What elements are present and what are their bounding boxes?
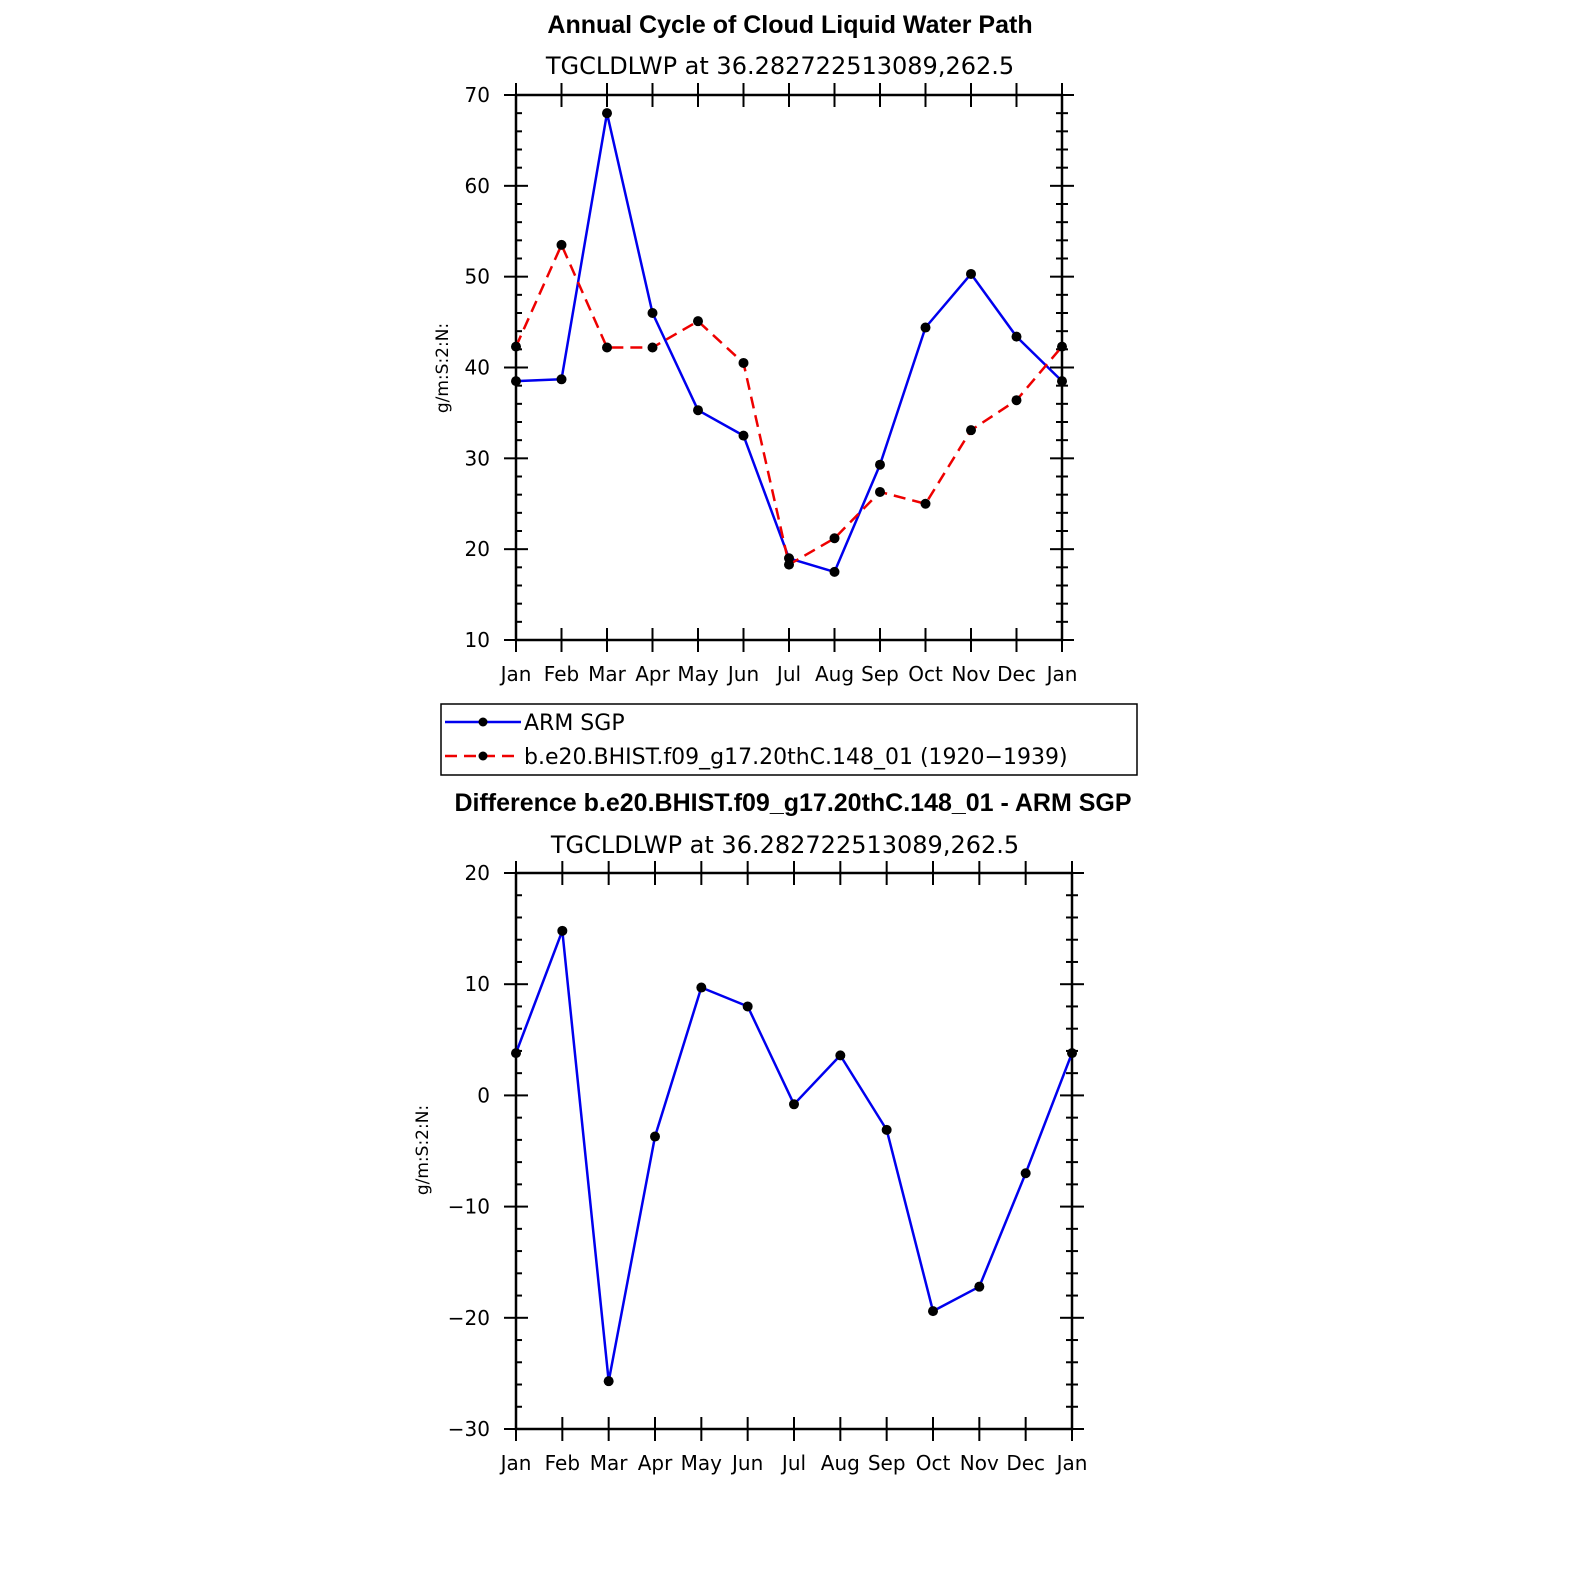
series-1-point xyxy=(784,559,794,570)
series-0-point xyxy=(974,1281,985,1292)
series-1-point xyxy=(1011,395,1022,406)
series-0-point xyxy=(1011,331,1022,342)
x-tick-label: Aug xyxy=(815,662,854,686)
y-tick-label: −30 xyxy=(448,1417,490,1441)
series-0-point xyxy=(829,566,840,577)
chart-subtitle: TGCLDLWP at 36.282722513089,262.5 xyxy=(545,52,1014,80)
series-1-point xyxy=(602,342,612,353)
x-tick-label: Aug xyxy=(821,1451,860,1475)
x-tick-label: Jan xyxy=(499,662,532,686)
x-tick-label: Apr xyxy=(638,1451,673,1475)
series-0-point xyxy=(693,405,703,416)
x-tick-label: Nov xyxy=(951,662,990,686)
series-0-point xyxy=(738,430,749,441)
legend-marker-arm-sgp xyxy=(478,717,488,727)
y-tick-label: 20 xyxy=(465,861,490,885)
x-tick-label: Mar xyxy=(588,662,627,686)
series-0-point xyxy=(647,308,658,318)
legend-label-arm-sgp: ARM SGP xyxy=(524,711,625,736)
series-1-point xyxy=(1057,341,1067,352)
series-line-0 xyxy=(514,929,1074,1383)
x-tick-label: Oct xyxy=(916,1451,951,1475)
chart-title: Difference b.e20.BHIST.f09_g17.20thC.148… xyxy=(454,789,1131,817)
series-0-point xyxy=(1057,376,1067,387)
legend-label-model: b.e20.BHIST.f09_g17.20thC.148_01 (1920−1… xyxy=(524,745,1068,770)
series-0-point xyxy=(742,1001,753,1012)
x-tick-label: Sep xyxy=(861,662,899,686)
plot-frame xyxy=(514,871,1074,1431)
x-tick-label: Nov xyxy=(960,1451,999,1475)
y-tick-label: −10 xyxy=(448,1195,490,1219)
series-1-point xyxy=(693,316,703,327)
chart-title: Annual Cycle of Cloud Liquid Water Path xyxy=(547,11,1032,39)
x-tick-label: Jan xyxy=(499,1451,532,1475)
series-0-point xyxy=(603,1376,614,1387)
x-tick-label: Jun xyxy=(730,1451,763,1475)
y-tick-label: 30 xyxy=(465,446,490,470)
x-tick-label: Jul xyxy=(775,662,801,686)
series-line-0 xyxy=(515,111,1063,574)
x-tick-label: May xyxy=(677,662,719,686)
series-0-point xyxy=(881,1124,892,1135)
x-tick-label: May xyxy=(681,1451,723,1475)
series-0-point xyxy=(1067,1048,1077,1059)
x-tick-label: Jun xyxy=(726,662,759,686)
x-tick-label: Dec xyxy=(1006,1451,1045,1475)
series-1-point xyxy=(647,342,658,353)
y-axis-label: g/m:S:2:N: xyxy=(433,323,453,413)
series-line-1 xyxy=(514,243,1063,566)
x-tick-label: Dec xyxy=(997,662,1036,686)
series-0-point xyxy=(875,459,885,470)
y-tick-label: 70 xyxy=(465,83,490,107)
series-0-point xyxy=(650,1131,660,1142)
series-1-point xyxy=(875,486,885,497)
difference-chart: Difference b.e20.BHIST.f09_g17.20thC.148… xyxy=(413,789,1132,1475)
series-1-point xyxy=(511,341,521,352)
series-1-point xyxy=(829,533,840,544)
x-tick-label: Sep xyxy=(868,1451,906,1475)
chart-subtitle: TGCLDLWP at 36.282722513089,262.5 xyxy=(550,831,1019,859)
y-tick-label: 0 xyxy=(477,1083,490,1107)
series-0-point xyxy=(602,108,612,119)
x-tick-label: Jul xyxy=(780,1451,806,1475)
x-tick-label: Mar xyxy=(590,1451,629,1475)
x-tick-label: Feb xyxy=(545,1451,580,1475)
series-1-point xyxy=(920,498,931,509)
x-tick-label: Feb xyxy=(544,662,579,686)
y-tick-label: 10 xyxy=(465,972,490,996)
x-tick-label: Jan xyxy=(1045,662,1078,686)
series-0-point xyxy=(835,1050,846,1061)
y-tick-label: 40 xyxy=(465,356,490,380)
x-tick-label: Apr xyxy=(635,662,670,686)
legend-box xyxy=(440,703,1138,776)
series-1-point xyxy=(738,357,749,368)
series-1-point xyxy=(966,425,976,436)
series-0-point xyxy=(789,1099,799,1110)
y-tick-label: 60 xyxy=(465,174,490,198)
series-0-point xyxy=(928,1306,938,1317)
series-0-point xyxy=(556,374,567,385)
legend: ARM SGP b.e20.BHIST.f09_g17.20thC.148_01… xyxy=(440,703,1138,776)
series-0-point xyxy=(557,925,568,936)
y-tick-label: 50 xyxy=(465,265,490,289)
y-tick-label: 10 xyxy=(465,628,490,652)
y-tick-label: −20 xyxy=(448,1306,490,1330)
series-0-point xyxy=(511,1048,521,1059)
series-0-point xyxy=(1020,1168,1031,1179)
x-tick-label: Jan xyxy=(1055,1451,1088,1475)
y-tick-label: 20 xyxy=(465,537,490,561)
x-tick-label: Oct xyxy=(908,662,943,686)
legend-marker-model xyxy=(478,751,488,761)
y-axis-label: g/m:S:2:N: xyxy=(413,1105,433,1195)
series-0-point xyxy=(511,376,521,387)
annual-cycle-chart: Annual Cycle of Cloud Liquid Water Path … xyxy=(433,11,1077,686)
series-0-point xyxy=(966,268,976,279)
series-1-point xyxy=(556,239,567,250)
series-0-point xyxy=(920,322,931,333)
series-0-point xyxy=(696,982,707,993)
